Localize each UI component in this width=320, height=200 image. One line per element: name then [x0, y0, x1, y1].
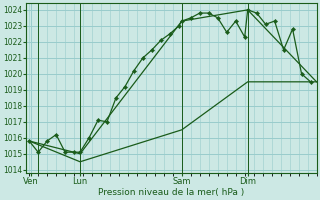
X-axis label: Pression niveau de la mer( hPa ): Pression niveau de la mer( hPa ): [98, 188, 244, 197]
